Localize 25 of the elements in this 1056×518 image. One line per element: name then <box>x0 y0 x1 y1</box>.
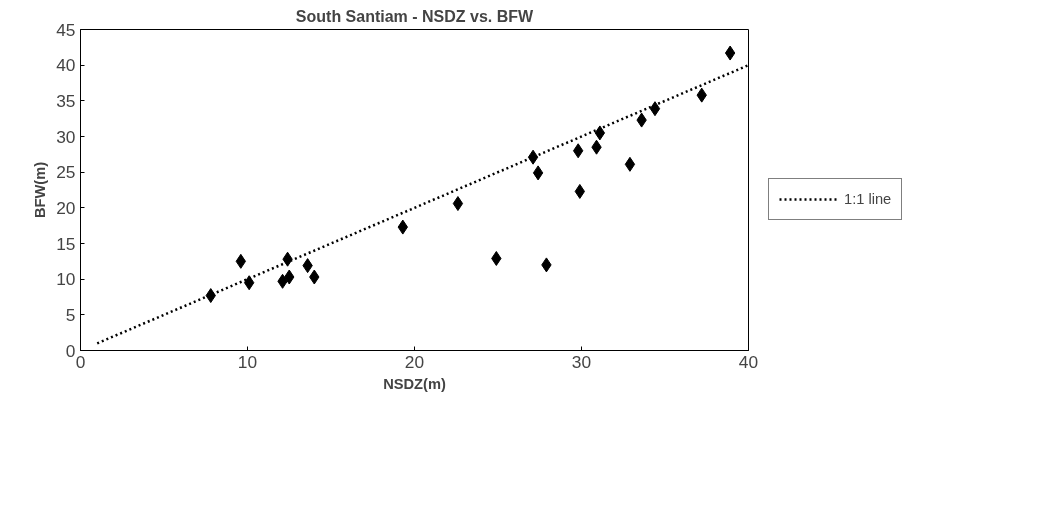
point <box>724 45 736 61</box>
point <box>527 149 539 165</box>
point <box>594 125 606 141</box>
y-tick-label: 5 <box>65 304 76 325</box>
point <box>572 143 584 159</box>
y-tick-label: 20 <box>56 197 76 218</box>
y-axis-title: BFW(m) <box>32 161 49 219</box>
y-tick-label: 40 <box>56 55 76 76</box>
y-tick-label: 30 <box>56 126 76 147</box>
point <box>649 101 661 117</box>
y-tick-label: 25 <box>56 162 76 183</box>
point <box>532 165 544 181</box>
x-axis-title: NSDZ(m) <box>383 375 446 392</box>
y-tick-label: 10 <box>56 269 76 290</box>
x-tick-label: 30 <box>571 351 592 372</box>
y-tick-label: 15 <box>56 233 76 254</box>
y-tick-label: 35 <box>56 90 76 111</box>
x-tick-label: 20 <box>404 351 425 372</box>
point <box>452 196 464 212</box>
y-tick-label: 45 <box>56 19 76 40</box>
chart-title: South Santiam - NSDZ vs. BFW <box>295 7 535 25</box>
legend-label: 1:1 line <box>844 191 892 207</box>
point <box>624 156 636 172</box>
x-tick-label: 10 <box>237 351 258 372</box>
x-tick-label: 40 <box>738 351 759 372</box>
